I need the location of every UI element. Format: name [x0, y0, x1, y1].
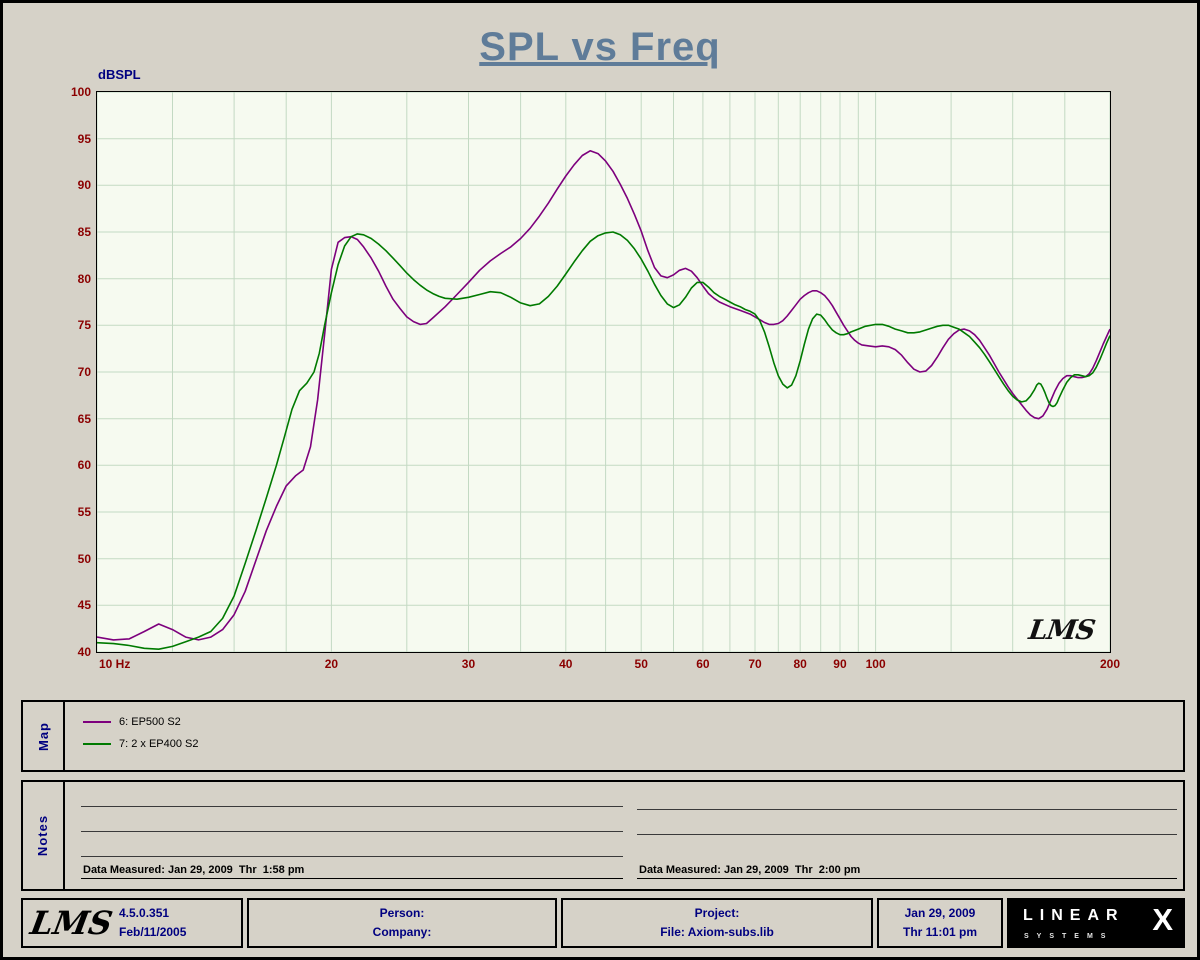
project-label: Project:: [694, 906, 740, 920]
x-axis-tick-label: 200: [1099, 657, 1121, 671]
version-block: 4.5.0.351 Feb/11/2005: [119, 904, 186, 942]
blank-note-line: [637, 809, 1177, 810]
y-axis-tick-label: 90: [77, 178, 91, 193]
y-axis-tick-label: 95: [77, 131, 91, 146]
blank-note-line: [81, 856, 623, 857]
footer-bar: LMS 4.5.0.351 Feb/11/2005 Person: Compan…: [21, 898, 1185, 948]
footer-person-cell: Person: Company:: [247, 898, 557, 948]
version-number: 4.5.0.351: [119, 906, 170, 920]
x-axis-tick-label: 10 Hz: [99, 657, 131, 671]
map-panel-label: Map: [35, 721, 51, 751]
series1-color-swatch: [83, 721, 111, 723]
x-axis-tick-labels: 10 Hz 20 30 40 50 60 70 80 90 100 200: [97, 655, 1120, 675]
x-axis-tick-label: 40: [559, 657, 573, 671]
x-axis-tick-label: 60: [696, 657, 710, 671]
company-label: Company:: [372, 925, 432, 939]
y-axis-tick-labels: 40 45 50 55 60 65 70 75 80 85 90 95 100: [53, 85, 91, 659]
person-label: Person:: [379, 906, 425, 920]
footer-version-cell: LMS 4.5.0.351 Feb/11/2005: [21, 898, 243, 948]
x-axis-tick-label: 20: [324, 657, 339, 671]
footer-brand-cell: LINEAR X SYSTEMS: [1007, 898, 1185, 948]
series2-label: 7: 2 x EP400 S2: [119, 738, 199, 750]
footer-project-cell: Project: File: Axiom-subs.lib: [561, 898, 873, 948]
brand-linear-text: LINEAR: [1023, 907, 1125, 924]
map-panel-content: 6: EP500 S2 7: 2 x EP400 S2: [67, 702, 1183, 770]
x-axis-tick-label: 80: [793, 657, 807, 671]
y-axis-tick-label: 55: [77, 505, 91, 519]
notes-column-right: Data Measured: Jan 29, 2009 Thr 2:00 pm: [637, 782, 1177, 889]
lms-logo: LMS: [27, 904, 116, 942]
y-axis-tick-label: 65: [77, 411, 91, 426]
blank-note-line: [81, 806, 623, 807]
x-axis-tick-label: 70: [748, 657, 762, 671]
footer-datetime-cell: Jan 29, 2009 Thr 11:01 pm: [877, 898, 1003, 948]
spl-vs-freq-plot: LMS: [96, 91, 1111, 653]
map-panel: Map 6: EP500 S2 7: 2 x EP400 S2: [21, 700, 1185, 772]
file-label: File: Axiom-subs.lib: [660, 925, 774, 939]
brand-systems-text: SYSTEMS: [1024, 933, 1114, 940]
notes-column-left: Data Measured: Jan 29, 2009 Thr 1:58 pm: [81, 782, 623, 889]
y-axis-tick-label: 100: [70, 85, 91, 99]
data-measured-right: Data Measured: Jan 29, 2009 Thr 2:00 pm: [637, 864, 1177, 879]
series1-label: 6: EP500 S2: [119, 716, 181, 728]
y-axis-tick-label: 45: [77, 598, 91, 613]
lms-watermark: LMS: [1026, 615, 1097, 646]
y-axis-tick-label: 80: [77, 271, 91, 286]
x-axis-tick-label: 90: [833, 657, 847, 671]
notes-panel-content: Data Measured: Jan 29, 2009 Thr 1:58 pm …: [67, 782, 1183, 889]
map-panel-label-cell: Map: [23, 702, 65, 770]
linearx-systems-logo: LINEAR X SYSTEMS: [1009, 900, 1183, 946]
blank-note-line: [637, 834, 1177, 835]
notes-panel: Notes Data Measured: Jan 29, 2009 Thr 1:…: [21, 780, 1185, 891]
brand-x-letter: X: [1152, 902, 1173, 937]
plot-canvas: [97, 92, 1110, 652]
y-axis-tick-label: 60: [77, 458, 91, 473]
y-axis-unit-label: dBSPL: [98, 67, 141, 82]
y-axis-tick-label: 40: [77, 645, 91, 659]
x-axis-tick-label: 100: [865, 657, 886, 671]
y-axis-tick-label: 85: [77, 225, 91, 239]
y-axis-tick-label: 70: [77, 365, 91, 379]
footer-time: Thr 11:01 pm: [902, 925, 978, 939]
page-title: SPL vs Freq: [479, 25, 721, 69]
footer-date: Jan 29, 2009: [904, 906, 976, 920]
x-axis-tick-label: 50: [634, 657, 648, 671]
blank-note-line: [81, 831, 623, 832]
notes-panel-label-cell: Notes: [23, 782, 65, 889]
x-axis-tick-label: 30: [461, 657, 476, 671]
notes-panel-label: Notes: [35, 814, 51, 857]
y-axis-tick-label: 75: [77, 318, 91, 333]
version-date: Feb/11/2005: [119, 925, 187, 939]
legend-item: 6: EP500 S2: [83, 714, 181, 730]
y-axis-tick-label: 50: [77, 551, 91, 566]
legend-item: 7: 2 x EP400 S2: [83, 736, 199, 752]
series2-color-swatch: [83, 743, 111, 745]
data-measured-left: Data Measured: Jan 29, 2009 Thr 1:58 pm: [81, 864, 623, 879]
